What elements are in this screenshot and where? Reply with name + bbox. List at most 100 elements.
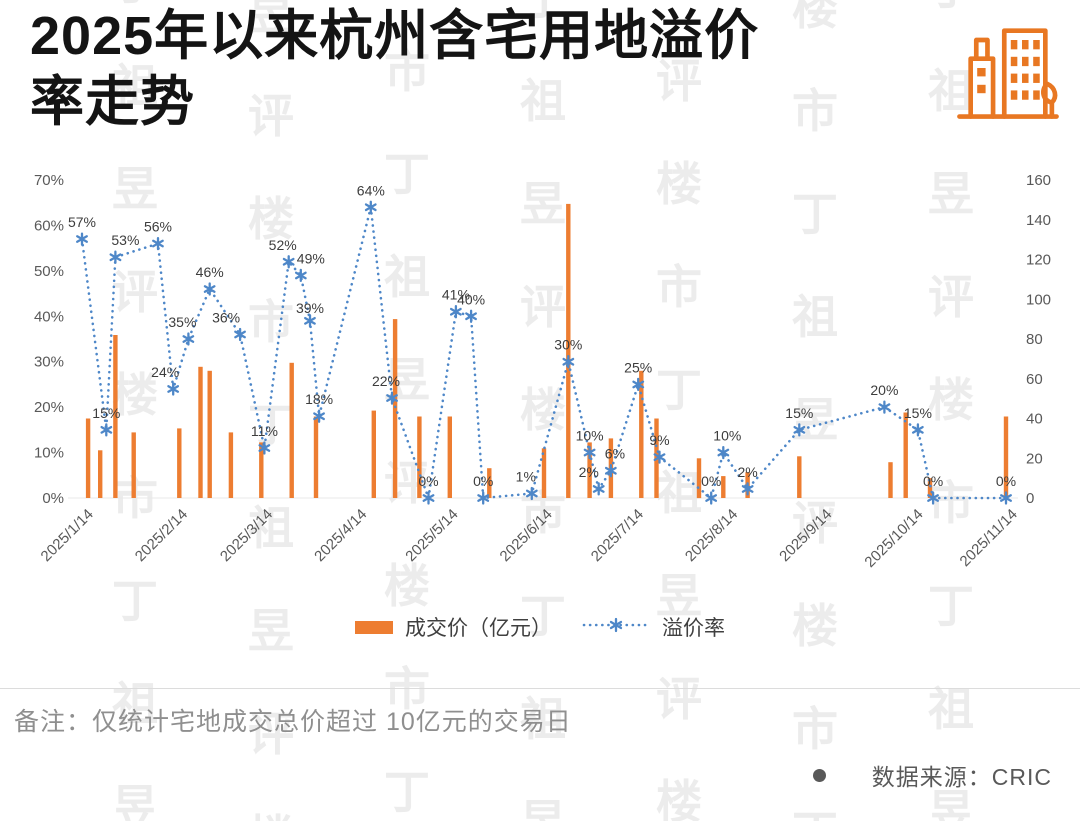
svg-text:2025/6/14: 2025/6/14	[497, 506, 556, 565]
watermark-char: 祖	[928, 683, 974, 735]
svg-text:100: 100	[1026, 291, 1051, 308]
svg-text:2025/7/14: 2025/7/14	[588, 506, 647, 565]
svg-text:30%: 30%	[554, 337, 582, 353]
svg-text:10%: 10%	[576, 428, 604, 444]
svg-text:0%: 0%	[42, 490, 64, 507]
watermark-char: 昱	[928, 786, 974, 821]
svg-text:52%: 52%	[269, 237, 297, 253]
svg-text:2025/8/14: 2025/8/14	[682, 506, 741, 565]
watermark-char: 市	[792, 85, 838, 137]
watermark-char: 丁	[792, 809, 838, 821]
svg-text:60: 60	[1026, 371, 1043, 388]
svg-text:36%: 36%	[212, 310, 240, 326]
svg-text:0%: 0%	[701, 473, 721, 489]
svg-text:35%: 35%	[168, 314, 196, 330]
svg-text:160: 160	[1026, 172, 1051, 189]
svg-text:25%: 25%	[624, 359, 652, 375]
svg-text:10%: 10%	[713, 428, 741, 444]
axes: 0% 10% 20% 30% 40% 50% 60% 70% 0 20 40 60 80 100 120 14…	[34, 172, 1051, 571]
dotted-line-star-swatch-icon	[582, 616, 650, 639]
svg-text:56%: 56%	[144, 219, 172, 235]
watermark-char: 丁	[384, 766, 430, 818]
premium-chart-svg: 0% 10% 20% 30% 40% 50% 60% 70% 0 20 40 60 80 100 120 14…	[34, 172, 1051, 571]
data-source-label: 数据来源：CRIC	[871, 764, 1052, 790]
bullet-dot-icon	[812, 768, 826, 782]
svg-text:15%: 15%	[785, 405, 813, 421]
svg-text:140: 140	[1026, 212, 1051, 229]
svg-text:15%: 15%	[92, 405, 120, 421]
svg-text:0%: 0%	[418, 473, 438, 489]
svg-text:20%: 20%	[870, 382, 898, 398]
svg-text:2025/4/14: 2025/4/14	[311, 506, 370, 565]
page-title-line1: 2025年以来杭州含宅用地溢价	[30, 6, 760, 66]
svg-text:20%: 20%	[34, 399, 64, 416]
page-title: 2025年以来杭州含宅用地溢价 率走势	[30, 4, 759, 136]
chart-legend: 成交价（亿元） 溢价率	[0, 612, 1080, 642]
watermark-char: 昱	[656, 0, 702, 1]
legend-item-premium: 溢价率	[582, 612, 725, 642]
watermark-char: 评	[656, 673, 702, 725]
svg-text:49%: 49%	[297, 250, 325, 266]
svg-text:15%: 15%	[904, 405, 932, 421]
svg-text:9%: 9%	[649, 432, 669, 448]
svg-text:40%: 40%	[457, 291, 485, 307]
svg-text:2025/9/14: 2025/9/14	[776, 506, 835, 565]
legend-label-price: 成交价（亿元）	[405, 617, 552, 640]
svg-text:24%: 24%	[151, 364, 179, 380]
premium-rate-markers	[76, 200, 1012, 505]
footnote: 备注：仅统计宅地成交总价超过 10亿元的交易日	[14, 708, 572, 736]
svg-text:2025/10/14: 2025/10/14	[861, 506, 926, 571]
svg-text:0%: 0%	[996, 473, 1016, 489]
svg-text:2%: 2%	[579, 464, 599, 480]
watermark-char: 楼	[656, 776, 702, 821]
svg-text:0: 0	[1026, 490, 1034, 507]
svg-text:70%: 70%	[34, 172, 64, 189]
watermark-char: 市	[792, 703, 838, 755]
svg-text:2025/5/14: 2025/5/14	[402, 506, 461, 565]
svg-text:30%: 30%	[34, 354, 64, 371]
svg-text:2025/2/14: 2025/2/14	[132, 506, 191, 565]
svg-text:11%: 11%	[251, 423, 278, 439]
svg-text:2%: 2%	[737, 464, 757, 480]
watermark-char: 楼	[792, 0, 838, 34]
svg-text:6%: 6%	[605, 446, 625, 462]
page-title-line2: 率走势	[30, 71, 195, 132]
premium-rate-chart: 0% 10% 20% 30% 40% 50% 60% 70% 0 20 40 60 80 100 120 14…	[0, 158, 1080, 594]
svg-text:57%: 57%	[68, 214, 96, 230]
watermark-char: 昱	[112, 781, 158, 821]
svg-text:0%: 0%	[923, 473, 943, 489]
svg-text:46%: 46%	[196, 264, 224, 280]
watermark-char: 楼	[248, 814, 294, 821]
svg-text:80: 80	[1026, 331, 1043, 348]
svg-text:0%: 0%	[473, 473, 493, 489]
svg-text:18%: 18%	[305, 391, 333, 407]
data-labels: 57% 15% 53% 56% 24% 35% 46% 36% 11% 52%49% 39% 18% 6…	[68, 182, 1016, 489]
svg-text:120: 120	[1026, 252, 1051, 269]
svg-text:64%: 64%	[357, 182, 385, 198]
city-buildings-icon	[952, 12, 1064, 129]
svg-text:2025/1/14: 2025/1/14	[38, 506, 97, 565]
svg-text:2025/3/14: 2025/3/14	[217, 506, 276, 565]
svg-text:40%: 40%	[34, 308, 64, 325]
watermark-char: 丁	[928, 0, 974, 11]
svg-text:41%: 41%	[442, 287, 470, 303]
svg-text:1%: 1%	[516, 469, 536, 485]
svg-text:60%: 60%	[34, 217, 64, 234]
svg-text:39%: 39%	[296, 300, 324, 316]
svg-text:22%: 22%	[372, 373, 400, 389]
svg-text:50%: 50%	[34, 263, 64, 280]
price-bars	[85, 203, 1009, 499]
bar-swatch-icon	[355, 620, 393, 634]
svg-text:20: 20	[1026, 450, 1043, 467]
legend-item-price: 成交价（亿元）	[355, 612, 552, 642]
svg-text:2025/11/14: 2025/11/14	[957, 506, 1021, 570]
divider-line	[0, 688, 1080, 689]
legend-label-premium: 溢价率	[662, 617, 725, 640]
watermark-char: 昱	[520, 799, 566, 821]
svg-text:40: 40	[1026, 411, 1043, 428]
premium-rate-line	[80, 206, 1008, 501]
svg-text:10%: 10%	[34, 445, 64, 462]
data-source: 数据来源：CRIC	[812, 758, 1052, 792]
svg-text:53%: 53%	[111, 232, 139, 248]
